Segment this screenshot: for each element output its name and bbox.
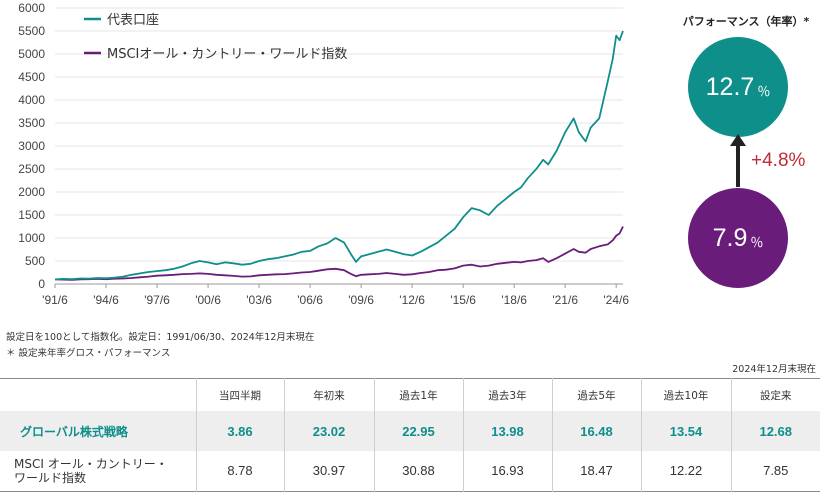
x-tick-label: '06/6	[297, 293, 323, 307]
table-cell: 22.95	[374, 411, 464, 451]
legend: 代表口座 MSCIオール・カントリー・ワールド指数	[84, 13, 347, 62]
gridlines	[55, 7, 623, 285]
row-label-index-line1: MSCI オール・カントリー・	[14, 456, 168, 471]
row-label-index-line2: ワールド指数	[14, 470, 87, 485]
y-tick-label: 3000	[18, 139, 45, 153]
table-cell: 3.86	[196, 411, 285, 451]
table-row: グローバル株式戦略 3.86 23.02 22.95 13.98 16.48 1…	[0, 411, 820, 451]
table-header: 当四半期	[196, 378, 285, 411]
y-tick-label: 4000	[18, 93, 45, 107]
performance-difference: +4.8%	[751, 150, 806, 171]
index-performance-value: 7.9	[712, 223, 748, 252]
y-tick-label: 6000	[18, 1, 45, 15]
x-tick-label: '12/6	[399, 293, 425, 307]
x-tick-label: '91/6	[42, 293, 68, 307]
table-header: 過去1年	[374, 378, 464, 411]
table-header: 年初来	[284, 378, 375, 411]
x-tick-label: '97/6	[144, 293, 170, 307]
table-cell: 13.54	[641, 411, 732, 451]
x-tick-label: '09/6	[348, 293, 374, 307]
x-tick-label: '21/6	[552, 293, 578, 307]
table-cell: 13.98	[463, 411, 553, 451]
y-axis: 0 500 1000 1500 2000 2500 3000 3500 4000 4500 5000…	[18, 1, 45, 291]
series-lines	[54, 30, 624, 281]
series-line-index	[54, 226, 624, 281]
table-cell: 8.78	[196, 451, 285, 491]
fund-performance-value: 12.7	[705, 72, 755, 101]
series-line-fund	[54, 30, 624, 281]
table-cell: 12.68	[759, 423, 793, 439]
y-tick-label: 4500	[18, 70, 45, 84]
y-tick-label: 3500	[18, 116, 45, 130]
x-tick-label: '15/6	[450, 293, 476, 307]
x-tick-label: '24/6	[603, 293, 629, 307]
table-cell: 18.47	[552, 451, 642, 491]
table-cell: 12.22	[641, 451, 732, 491]
row-label-fund: グローバル株式戦略	[0, 411, 197, 451]
performance-table: 当四半期 年初来 過去1年 過去3年 過去5年 過去10年 設定来 グローバル株…	[0, 378, 820, 492]
index-performance-circle: 7.9 ％	[688, 188, 788, 288]
x-tick-label: '00/6	[195, 293, 221, 307]
x-tick-label: '94/6	[93, 293, 119, 307]
line-chart: 0 500 1000 1500 2000 2500 3000 3500 4000 4500 5000…	[18, 1, 629, 307]
table-cell: 23.02	[284, 411, 375, 451]
as-of-date: 2024年12月末現在	[732, 364, 816, 375]
y-tick-label: 2000	[18, 185, 45, 199]
table-header: 過去5年	[552, 378, 642, 411]
x-tick-label: '18/6	[501, 293, 527, 307]
y-tick-label: 1500	[18, 208, 45, 222]
table-header: 過去10年	[641, 378, 732, 411]
y-tick-label: 5500	[18, 24, 45, 38]
y-tick-label: 0	[38, 277, 45, 291]
table-cell: 16.48	[552, 411, 642, 451]
x-tick-label: '03/6	[246, 293, 272, 307]
footnote-base: 設定日を100として指数化。設定日：1991/06/30、2024年12月末現在	[6, 332, 315, 343]
y-tick-label: 500	[25, 254, 45, 268]
table-cell: 30.97	[284, 451, 375, 491]
y-tick-label: 2500	[18, 162, 45, 176]
y-tick-label: 5000	[18, 47, 45, 61]
x-axis: '91/6 '94/6 '97/6 '00/6 '03/6 '06/6 '09/6 '12/6…	[42, 284, 629, 307]
y-tick-label: 1000	[18, 231, 45, 245]
legend-label-fund: 代表口座	[107, 13, 159, 28]
index-performance-unit: ％	[750, 234, 764, 250]
table-row: MSCI オール・カントリー・ ワールド指数 8.78 30.97 30.88 …	[0, 451, 820, 491]
performance-title: パフォーマンス（年率）*	[682, 15, 810, 28]
fund-performance-unit: ％	[757, 83, 771, 99]
table-header	[0, 378, 197, 411]
table-cell: 7.85	[763, 463, 789, 479]
table-header: 設定来	[760, 389, 792, 402]
table-header: 過去3年	[463, 378, 553, 411]
footnote-asterisk: ＊ 設定来年率グロス・パフォーマンス	[6, 348, 171, 359]
table-header-row: 当四半期 年初来 過去1年 過去3年 過去5年 過去10年 設定来	[0, 378, 820, 411]
table-cell: 30.88	[374, 451, 464, 491]
up-arrow-icon	[730, 134, 746, 187]
row-label-index: MSCI オール・カントリー・ ワールド指数	[0, 451, 197, 491]
legend-label-index: MSCIオール・カントリー・ワールド指数	[107, 47, 347, 62]
fund-performance-circle: 12.7 ％	[688, 37, 788, 137]
table-cell: 16.93	[463, 451, 553, 491]
